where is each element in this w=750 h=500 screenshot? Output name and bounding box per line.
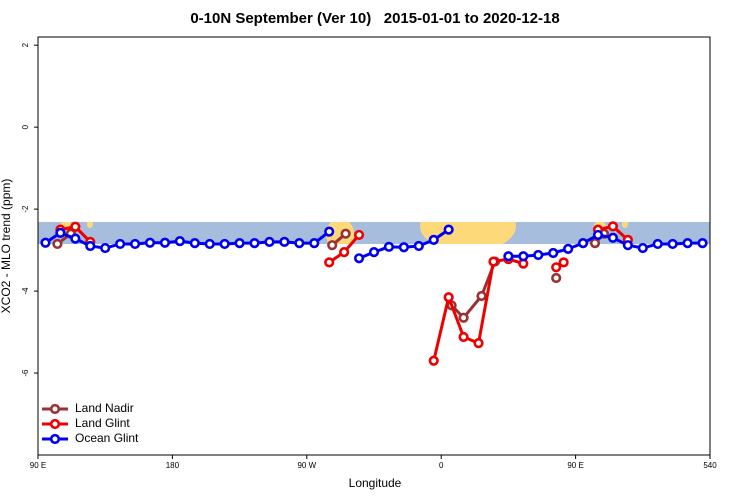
- data-point: [667, 238, 678, 250]
- data-point: [129, 238, 141, 250]
- data-point: [115, 238, 126, 250]
- series: [40, 224, 708, 264]
- map-strip: [38, 222, 710, 244]
- data-point: [607, 221, 619, 232]
- data-point: [428, 355, 439, 366]
- data-point: [294, 238, 305, 249]
- data-point: [279, 236, 290, 248]
- data-point: [368, 247, 380, 258]
- data-point: [607, 232, 619, 243]
- y-tick-label: -4: [21, 287, 30, 295]
- data-point: [533, 249, 544, 261]
- data-point: [55, 227, 66, 238]
- data-point: [324, 226, 335, 237]
- data-point: [592, 229, 604, 241]
- legend-marker: [49, 433, 61, 445]
- y-tick-label: -6: [21, 369, 30, 377]
- data-point: [309, 238, 320, 249]
- data-point: [324, 257, 335, 268]
- y-tick-label: -2: [21, 205, 30, 213]
- data-point: [682, 238, 693, 249]
- data-point: [144, 237, 156, 248]
- data-point: [622, 240, 633, 251]
- x-tick-label: 540: [703, 461, 717, 470]
- data-point: [264, 236, 275, 248]
- chart-title: 0-10N September (Ver 10) 2015-01-01 to 2…: [190, 10, 559, 27]
- data-point: [503, 251, 514, 262]
- legend-marker: [49, 403, 61, 415]
- data-point: [551, 272, 562, 284]
- series-line: [56, 232, 606, 320]
- data-point: [189, 238, 200, 249]
- x-tick-label: 90 E: [567, 461, 583, 470]
- data-point: [413, 240, 424, 252]
- data-point: [558, 257, 569, 268]
- data-point: [204, 238, 215, 250]
- y-tick-label: 0: [21, 124, 30, 129]
- x-tick-label: 0: [439, 461, 444, 470]
- data-point: [476, 290, 487, 302]
- data-point: [428, 234, 439, 245]
- legend-marker: [49, 418, 61, 430]
- data-point: [100, 242, 111, 254]
- legend-label: Ocean Glint: [75, 431, 139, 445]
- x-tick-label: 90 E: [30, 461, 46, 470]
- data-point: [577, 238, 589, 249]
- data-point: [85, 240, 96, 252]
- data-point: [652, 238, 663, 250]
- data-point: [488, 256, 499, 267]
- x-tick-label: 180: [166, 461, 180, 470]
- data-point: [563, 243, 574, 254]
- data-point: [340, 228, 351, 239]
- data-point: [551, 262, 562, 273]
- data-point: [353, 253, 365, 264]
- data-point: [548, 247, 559, 259]
- data-point: [443, 292, 454, 303]
- x-tick-label: 90 W: [297, 461, 316, 470]
- data-point: [219, 238, 230, 250]
- data-point: [443, 224, 454, 235]
- data-point: [353, 229, 365, 241]
- data-point: [518, 251, 529, 262]
- data-point: [383, 241, 395, 252]
- data-point: [234, 238, 245, 249]
- y-axis-label: XCO2 - MLO trend (ppm): [0, 179, 13, 314]
- data-point: [159, 237, 171, 248]
- x-axis-label: Longitude: [349, 476, 402, 490]
- data-point: [697, 238, 708, 249]
- data-point: [637, 242, 648, 254]
- data-point: [52, 238, 63, 250]
- legend-label: Land Nadir: [75, 401, 134, 415]
- y-tick-label: 2: [21, 42, 30, 47]
- data-point: [70, 221, 81, 232]
- data-point: [40, 237, 51, 248]
- data-point: [70, 233, 81, 244]
- data-point: [327, 240, 338, 251]
- data-point: [398, 242, 409, 253]
- legend-label: Land Glint: [75, 416, 130, 430]
- data-point: [249, 238, 260, 249]
- data-point: [174, 235, 185, 247]
- data-point: [339, 247, 350, 258]
- plot-frame: [37, 36, 711, 456]
- series-line: [60, 224, 629, 362]
- data-point: [458, 312, 469, 323]
- data-point: [589, 238, 601, 249]
- data-point: [458, 331, 469, 343]
- data-point: [473, 338, 484, 349]
